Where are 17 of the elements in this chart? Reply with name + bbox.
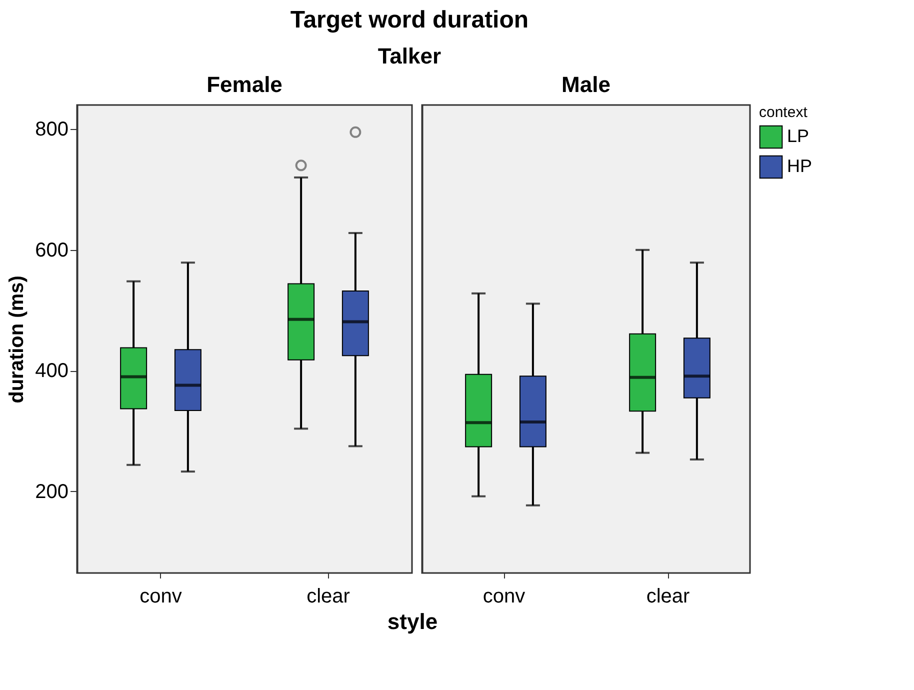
y-tick-label: 800 xyxy=(35,118,68,141)
text: Female xyxy=(206,72,282,97)
legend-label: LP xyxy=(787,126,810,146)
legend-label: HP xyxy=(787,156,812,176)
legend-title: context xyxy=(759,104,808,121)
y-tick-label: 200 xyxy=(35,480,68,503)
chart-subtitle: Talker xyxy=(378,43,442,68)
x-tick-label: conv xyxy=(140,586,182,608)
x-axis-title: style xyxy=(387,609,438,634)
y-tick-label: 600 xyxy=(35,239,68,262)
x-tick-label: conv xyxy=(482,586,526,608)
text: Male xyxy=(562,72,610,97)
y-tick-label: 400 xyxy=(35,360,68,382)
chart-title: Target word duration xyxy=(290,6,529,34)
x-tick-label: clear xyxy=(306,586,350,608)
y-axis-title: duration (ms) xyxy=(6,276,28,404)
x-tick-label: clear xyxy=(646,586,690,608)
